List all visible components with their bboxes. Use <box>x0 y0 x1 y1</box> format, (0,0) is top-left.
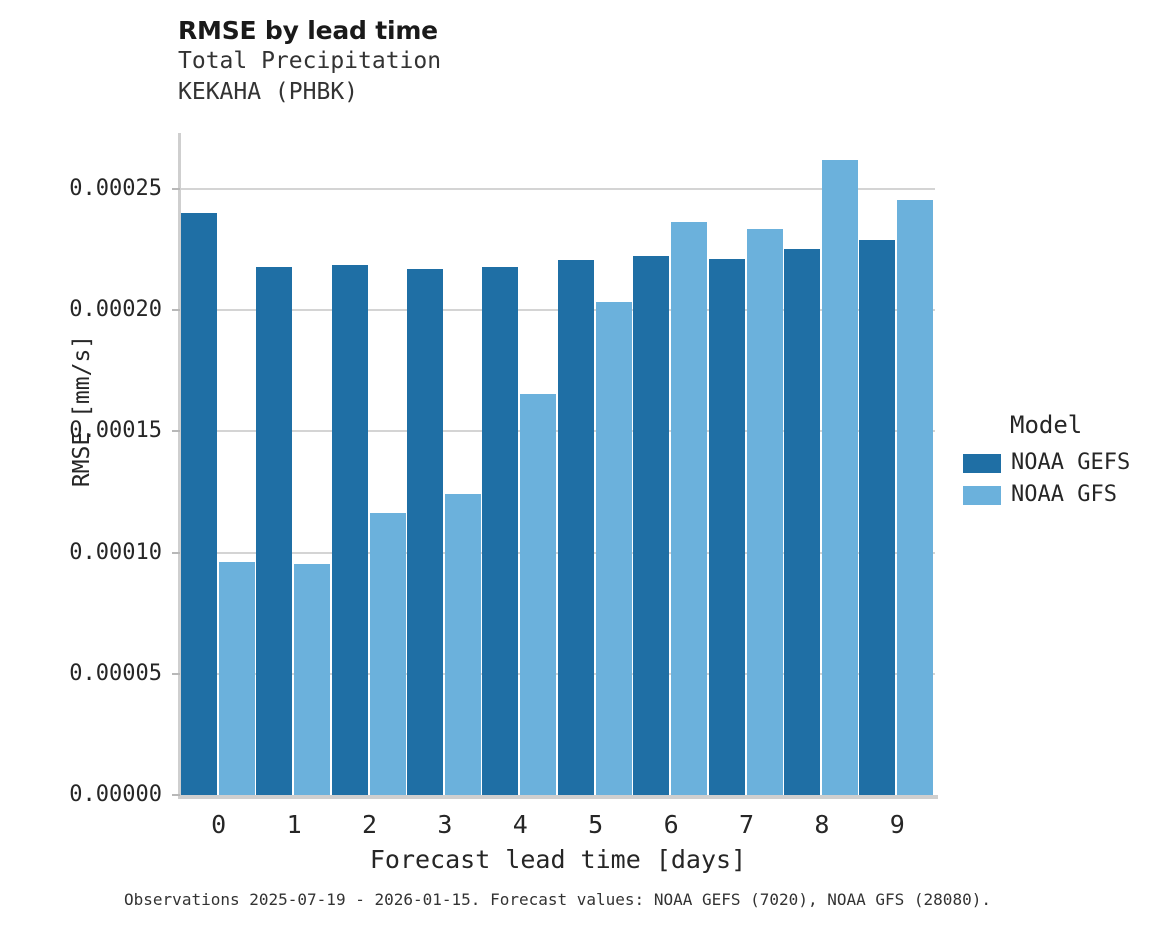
bar-noaa-gefs-day-5[interactable] <box>557 259 594 795</box>
y-tick-label: 0.00020 <box>69 297 162 323</box>
legend-swatch-icon <box>963 453 1001 473</box>
bar-noaa-gfs-day-2[interactable] <box>369 512 406 795</box>
title-block: RMSE by lead time Total Precipitation KE… <box>178 16 878 108</box>
bar-noaa-gfs-day-6[interactable] <box>671 221 708 795</box>
x-tick-label-2: 2 <box>361 810 378 839</box>
bar-noaa-gfs-day-0[interactable] <box>218 561 255 795</box>
x-axis-line <box>178 795 938 799</box>
y-axis-line <box>178 133 181 798</box>
x-axis-label: Forecast lead time [days] <box>369 845 747 874</box>
bar-noaa-gefs-day-3[interactable] <box>406 269 443 795</box>
x-tick-label-0: 0 <box>211 810 227 839</box>
legend-item-noaa-gfs[interactable]: NOAA GFS <box>963 480 1175 510</box>
bar-noaa-gefs-day-1[interactable] <box>256 267 293 795</box>
bar-noaa-gefs-day-4[interactable] <box>482 267 519 795</box>
x-tick-label-3: 3 <box>437 810 453 839</box>
plot-area <box>180 133 935 795</box>
bar-noaa-gfs-day-5[interactable] <box>595 302 632 795</box>
x-tick-label-6: 6 <box>663 810 679 839</box>
chart-title: RMSE by lead time <box>178 16 438 45</box>
y-tick-mark <box>172 430 180 433</box>
y-tick-label: 0.00025 <box>69 175 162 201</box>
y-tick-mark <box>172 794 180 796</box>
y-axis-label: RMSE [mm/s] <box>69 334 95 488</box>
legend-title: Model <box>1010 411 1083 439</box>
y-tick-label: 0.00000 <box>69 782 162 807</box>
chart-location-subtitle: KEKAHA (PHBK) <box>178 79 359 105</box>
bar-noaa-gefs-day-6[interactable] <box>633 256 670 795</box>
bar-noaa-gefs-day-2[interactable] <box>331 265 368 795</box>
bar-noaa-gefs-day-9[interactable] <box>859 240 896 795</box>
bar-noaa-gfs-day-1[interactable] <box>294 563 331 795</box>
bar-noaa-gfs-day-4[interactable] <box>520 393 557 795</box>
legend-label: NOAA GEFS <box>1011 450 1131 475</box>
x-tick-label-8: 8 <box>814 810 830 839</box>
footer-note: Observations 2025-07-19 - 2026-01-15. Fo… <box>124 890 991 909</box>
legend-entries: NOAA GEFS NOAA GFS <box>963 448 1175 510</box>
bar-noaa-gfs-day-9[interactable] <box>897 199 934 795</box>
y-tick-label: 0.00015 <box>69 418 162 444</box>
bar-noaa-gfs-day-7[interactable] <box>746 229 783 795</box>
x-tick-label-9: 9 <box>889 810 905 839</box>
y-tick-mark <box>172 187 180 190</box>
legend-item-noaa-gefs[interactable]: NOAA GEFS <box>963 448 1175 478</box>
bar-noaa-gfs-day-3[interactable] <box>444 494 481 795</box>
x-tick-label-1: 1 <box>286 810 302 839</box>
x-tick-label-4: 4 <box>512 810 528 839</box>
legend: Model NOAA GEFS NOAA GFS <box>963 410 1175 512</box>
x-tick-label-7: 7 <box>738 810 755 839</box>
chart-subtitle: Total Precipitation <box>178 48 442 74</box>
bar-noaa-gfs-day-8[interactable] <box>821 160 858 795</box>
y-tick-mark <box>172 309 180 312</box>
legend-label: NOAA GFS <box>1011 482 1117 507</box>
bar-noaa-gefs-day-8[interactable] <box>783 248 820 795</box>
legend-swatch-icon <box>963 485 1001 505</box>
x-tick-label-5: 5 <box>588 810 604 839</box>
y-tick-mark <box>172 672 180 675</box>
y-tick-mark <box>172 551 180 554</box>
bar-noaa-gefs-day-0[interactable] <box>180 212 217 795</box>
y-tick-label: 0.00005 <box>69 660 162 686</box>
bar-noaa-gefs-day-7[interactable] <box>708 258 745 795</box>
gridline <box>181 187 935 190</box>
y-tick-label: 0.00010 <box>69 539 162 565</box>
